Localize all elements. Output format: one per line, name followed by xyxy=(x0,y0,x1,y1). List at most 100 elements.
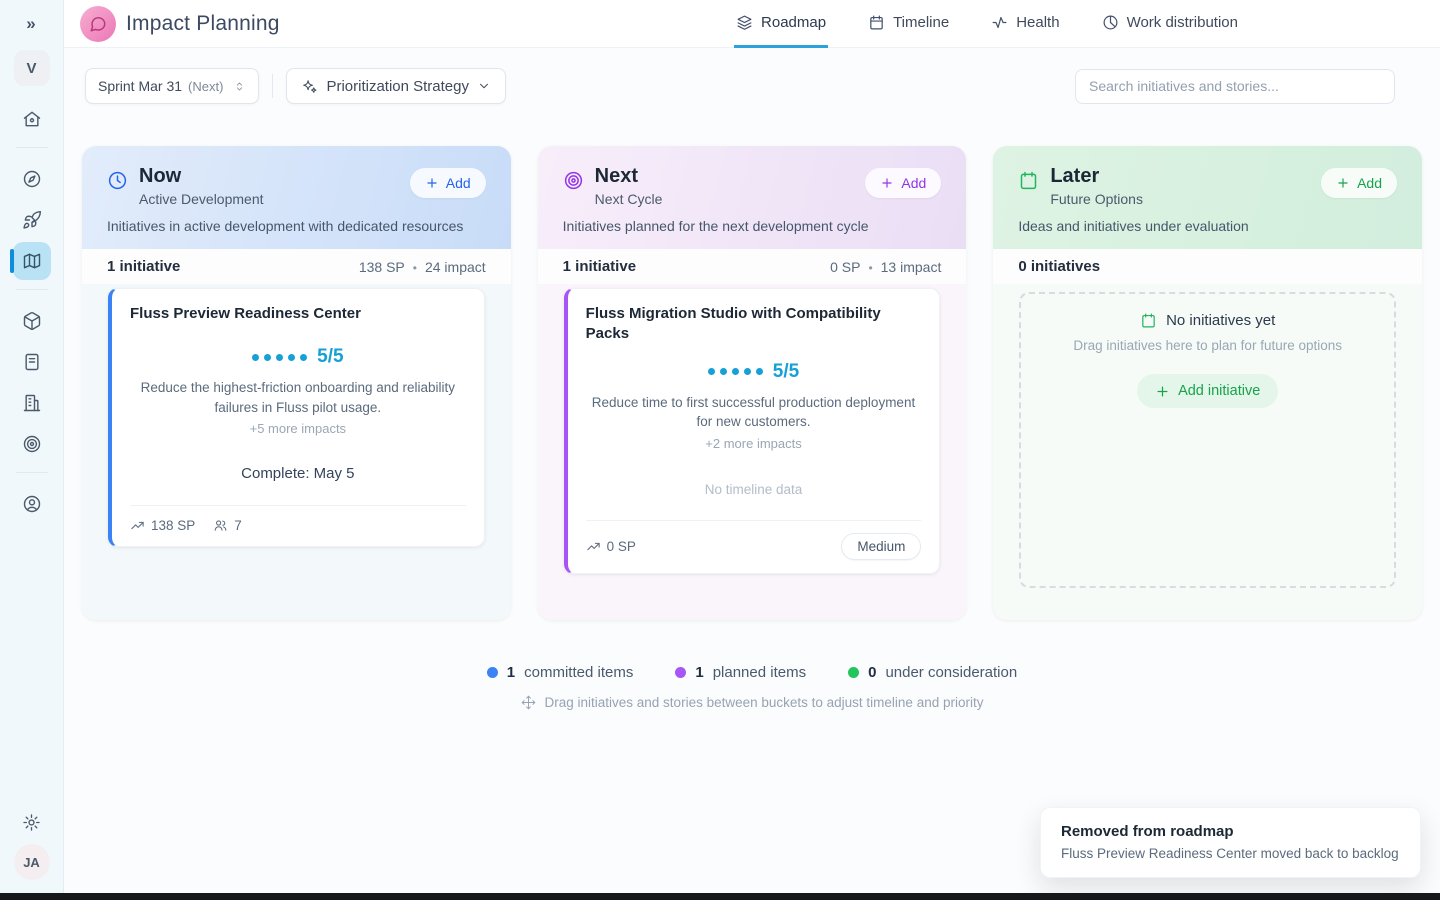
gear-icon xyxy=(22,813,41,832)
stats-separator xyxy=(868,259,872,275)
active-indicator xyxy=(9,249,14,273)
bucket-now-body: Fluss Preview Readiness Center 5/5 Reduc… xyxy=(82,284,511,620)
toast-message: Fluss Preview Readiness Center moved bac… xyxy=(1061,846,1399,861)
sidebar-item-products[interactable] xyxy=(13,302,51,340)
sidebar-divider xyxy=(15,289,48,290)
score-dot xyxy=(719,368,727,375)
tab-timeline[interactable]: Timeline xyxy=(866,0,951,48)
bucket-subtitle: Active Development xyxy=(139,191,264,207)
add-button-label: Add xyxy=(901,175,927,191)
prioritization-strategy-button[interactable]: Prioritization Strategy xyxy=(286,68,506,104)
initiative-title: Fluss Preview Readiness Center xyxy=(130,305,361,322)
card-story-points: 0 SP xyxy=(606,538,636,554)
sidebar-expand-button[interactable]: » xyxy=(26,14,37,33)
sidebar-item-organization[interactable] xyxy=(13,384,51,422)
score-dot xyxy=(300,353,308,361)
sidebar-item-discover[interactable] xyxy=(13,160,51,198)
initiative-card[interactable]: Fluss Preview Readiness Center 5/5 Reduc… xyxy=(108,288,485,548)
bucket-next-header: Next Next Cycle Add Initiatives planned … xyxy=(537,146,967,249)
empty-state-title: No initiatives yet xyxy=(1166,312,1276,329)
sidebar-divider xyxy=(15,472,48,473)
status-legend: 1 committed items 1 planned items 0 unde… xyxy=(64,664,1440,681)
legend-count: 0 xyxy=(868,664,877,681)
score-value: 5/5 xyxy=(772,360,800,382)
initiative-count: 1 initiative xyxy=(107,258,181,275)
sidebar-item-goals[interactable] xyxy=(13,425,51,463)
card-team-count: 7 xyxy=(234,518,242,534)
tab-label: Roadmap xyxy=(761,13,827,31)
search-input[interactable] xyxy=(1075,68,1395,104)
calendar-icon xyxy=(1140,312,1157,329)
bucket-description: Initiatives in active development with d… xyxy=(107,218,464,234)
bucket-stats: 0 initiatives xyxy=(993,249,1423,284)
activity-icon xyxy=(991,14,1008,31)
bucket-next: Next Next Cycle Add Initiatives planned … xyxy=(537,146,967,620)
consideration-dot-icon xyxy=(848,667,860,678)
more-impacts-label: +5 more impacts xyxy=(249,421,347,437)
toolbar: Sprint Mar 31 (Next) Prioritization Stra… xyxy=(64,48,1440,104)
settings-button[interactable] xyxy=(22,813,41,832)
bucket-next-body: Fluss Migration Studio with Compatibilit… xyxy=(537,284,967,620)
notebook-icon xyxy=(22,352,42,372)
impact-total: 13 impact xyxy=(880,258,942,275)
score-dot xyxy=(276,353,284,361)
compass-icon xyxy=(22,169,42,189)
strategy-button-label: Prioritization Strategy xyxy=(326,77,469,95)
empty-state-hint: Drag initiatives here to plan for future… xyxy=(1073,338,1342,353)
impact-score: 5/5 xyxy=(130,346,466,368)
bucket-stats: 1 initiative 138 SP 24 impact xyxy=(82,249,511,284)
workspace-badge[interactable]: V xyxy=(13,50,50,86)
home-icon xyxy=(22,109,42,129)
initiative-count: 1 initiative xyxy=(562,258,637,275)
target-icon xyxy=(22,434,42,454)
plus-icon xyxy=(425,176,439,190)
sprint-select-value: Sprint Mar 31 xyxy=(98,78,183,94)
bucket-later: Later Future Options Add Ideas and initi… xyxy=(993,146,1423,620)
score-value: 5/5 xyxy=(317,346,344,368)
chevrons-up-down-icon xyxy=(233,80,246,93)
sidebar-item-profile[interactable] xyxy=(13,485,51,523)
rocket-icon xyxy=(22,210,42,230)
map-icon xyxy=(22,251,42,271)
add-to-next-button[interactable]: Add xyxy=(865,168,942,198)
committed-dot-icon xyxy=(486,667,498,678)
initiative-card[interactable]: Fluss Migration Studio with Compatibilit… xyxy=(563,288,941,574)
roadmap-board: Now Active Development Add Initiatives i… xyxy=(64,146,1440,620)
sidebar-item-launch[interactable] xyxy=(13,201,51,239)
stats-separator xyxy=(413,259,417,275)
sidebar: » V JA xyxy=(0,0,64,900)
bottom-bar xyxy=(0,893,1440,900)
bucket-title: Now xyxy=(139,165,182,187)
add-button-label: Add xyxy=(1357,175,1383,191)
tab-label: Work distribution xyxy=(1126,13,1238,31)
trending-up-icon xyxy=(586,539,601,554)
tab-health[interactable]: Health xyxy=(989,0,1061,48)
initiative-description: Reduce the highest-friction onboarding a… xyxy=(140,380,456,415)
tab-work-distribution[interactable]: Work distribution xyxy=(1100,0,1240,48)
story-points-total: 0 SP xyxy=(830,258,861,275)
score-dot xyxy=(755,368,763,375)
sidebar-item-docs[interactable] xyxy=(13,343,51,381)
add-to-now-button[interactable]: Add xyxy=(409,168,486,198)
user-avatar[interactable]: JA xyxy=(13,844,50,880)
toolbar-divider xyxy=(272,74,274,98)
add-initiative-button[interactable]: Add initiative xyxy=(1137,374,1279,408)
initiative-description: Reduce time to first successful producti… xyxy=(591,394,916,430)
toast-notification[interactable]: Removed from roadmap Fluss Preview Readi… xyxy=(1040,807,1421,878)
add-to-later-button[interactable]: Add xyxy=(1321,168,1398,198)
tab-roadmap[interactable]: Roadmap xyxy=(734,0,829,48)
legend-consideration: 0 under consideration xyxy=(848,664,1017,681)
sidebar-item-roadmap[interactable] xyxy=(9,242,51,280)
pie-chart-icon xyxy=(1102,14,1119,31)
chat-bubble-icon xyxy=(89,15,107,33)
sidebar-item-home[interactable] xyxy=(13,100,51,138)
initiative-count: 0 initiatives xyxy=(1018,258,1101,275)
sprint-select[interactable]: Sprint Mar 31 (Next) xyxy=(85,68,260,104)
empty-drop-zone[interactable]: No initiatives yet Drag initiatives here… xyxy=(1019,292,1397,588)
legend-count: 1 xyxy=(506,664,516,681)
card-story-points: 138 SP xyxy=(151,518,196,534)
sprint-select-suffix: (Next) xyxy=(188,78,224,94)
building-icon xyxy=(22,393,42,413)
calendar-icon xyxy=(868,14,885,31)
bucket-subtitle: Future Options xyxy=(1050,191,1143,207)
